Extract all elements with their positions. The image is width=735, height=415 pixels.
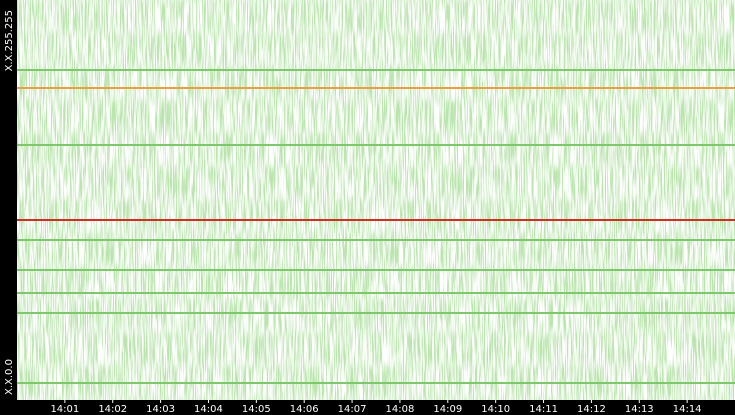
- x-tick-label: 14:14: [673, 404, 702, 415]
- x-tick-label: 14:01: [50, 404, 79, 415]
- x-tick-label: 14:12: [577, 404, 606, 415]
- y-tick-label: X.X.255.255: [4, 10, 15, 71]
- x-tick-label: 14:02: [98, 404, 127, 415]
- y-tick-label: X.X.0.0: [4, 359, 15, 395]
- x-tick-label: 14:09: [433, 404, 462, 415]
- x-tick-label: 14:08: [386, 404, 415, 415]
- x-tick-label: 14:05: [242, 404, 271, 415]
- x-tick-label: 14:04: [194, 404, 223, 415]
- x-tick-label: 14:07: [338, 404, 367, 415]
- x-tick-label: 14:03: [146, 404, 175, 415]
- x-tick-label: 14:10: [481, 404, 510, 415]
- x-tick-label: 14:13: [625, 404, 654, 415]
- x-tick-label: 14:11: [529, 404, 558, 415]
- x-tick-label: 14:06: [290, 404, 319, 415]
- traffic-texture: [17, 0, 735, 400]
